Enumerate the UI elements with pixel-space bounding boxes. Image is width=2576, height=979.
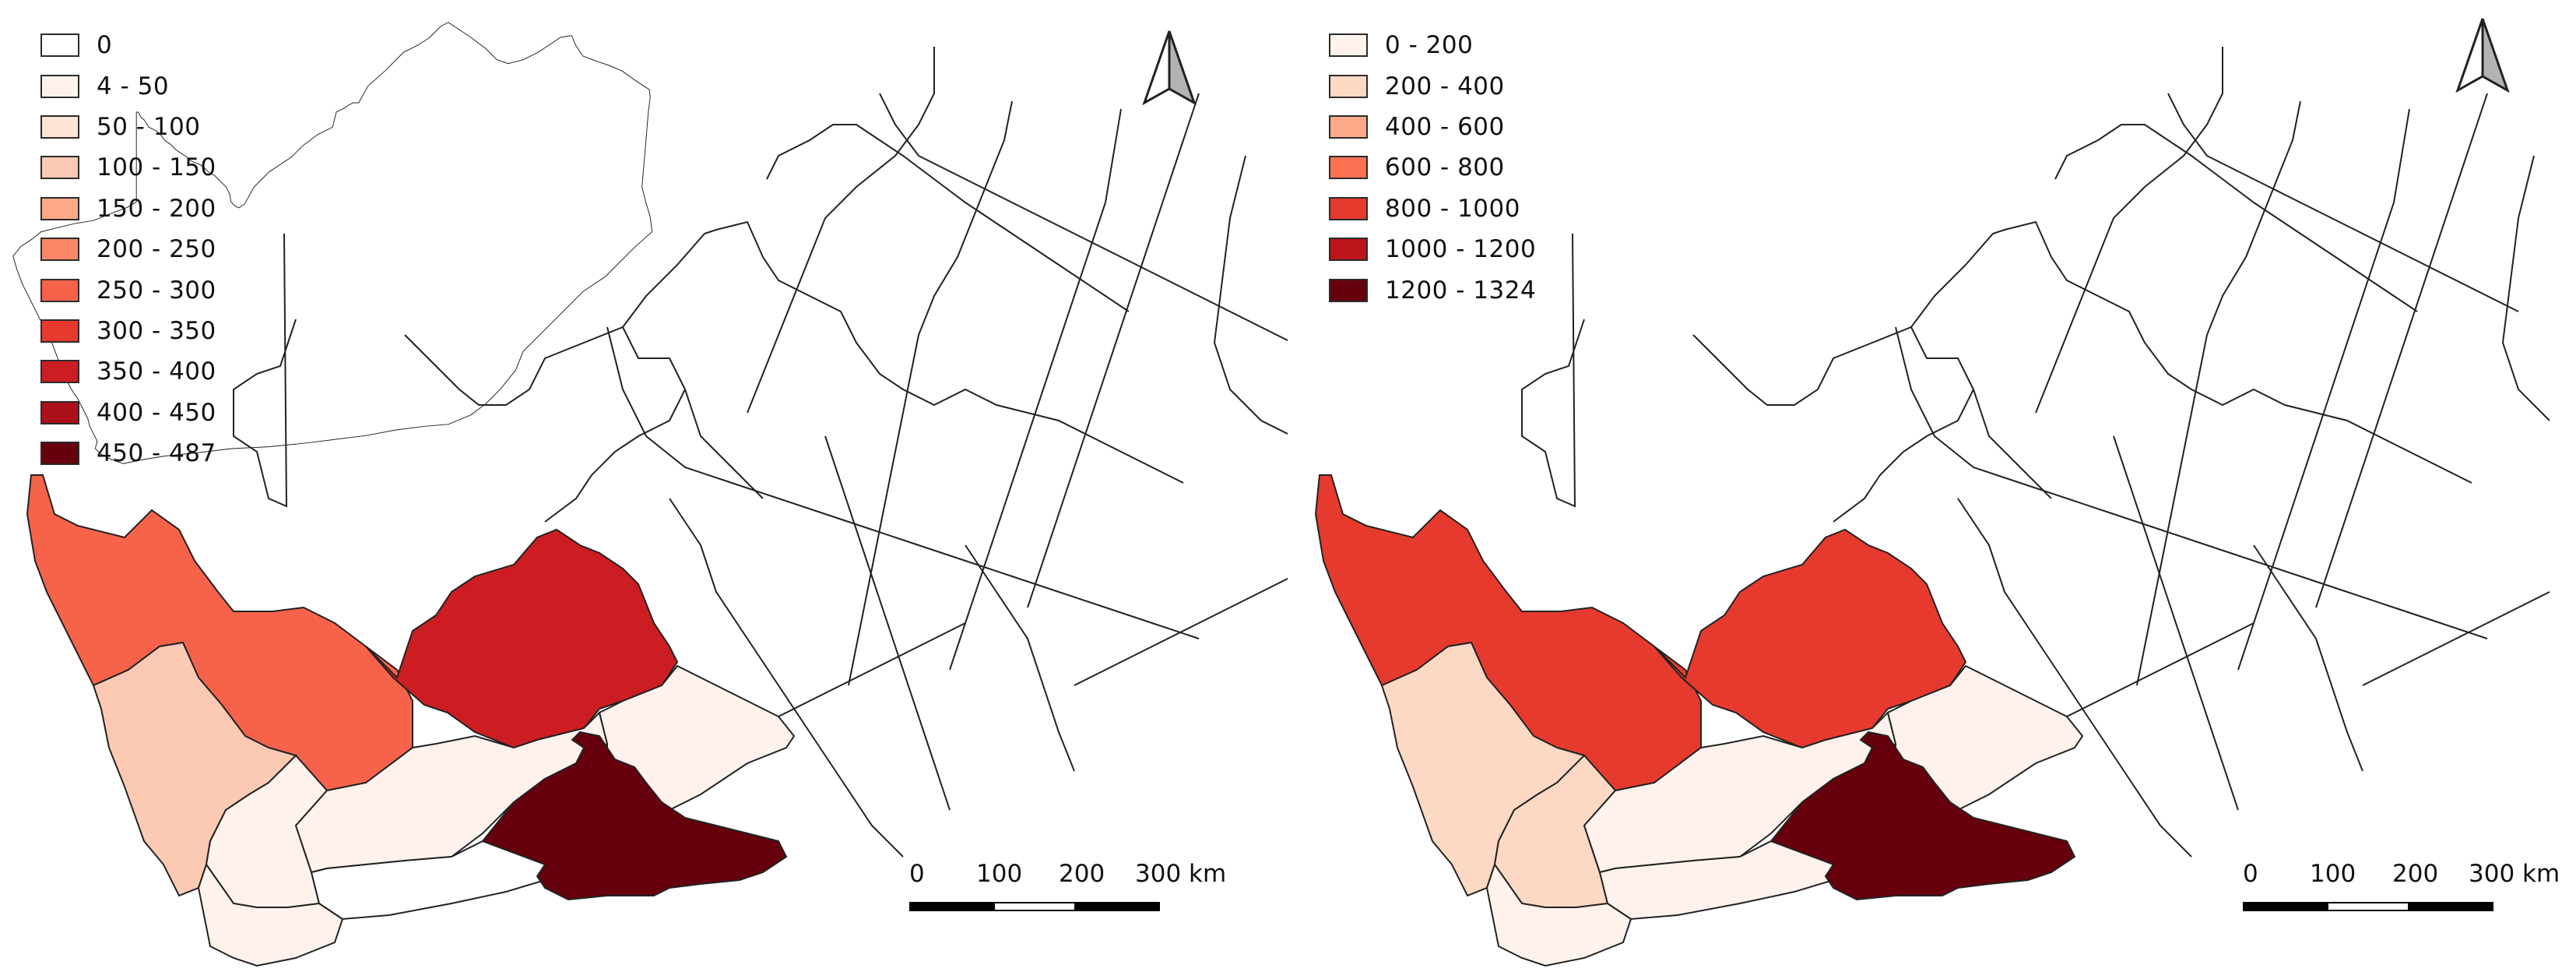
region-chris-hani bbox=[481, 731, 788, 901]
legend-item: 150 - 200 bbox=[40, 188, 216, 229]
region-pixley-ka-seme bbox=[1653, 528, 1967, 749]
legend-swatch bbox=[1329, 238, 1368, 262]
map-panel-right: 0 - 200 200 - 400 400 - 600 600 - 800 80… bbox=[1288, 0, 2576, 979]
north-arrow-icon bbox=[1142, 30, 1197, 106]
legend-swatch bbox=[40, 319, 79, 343]
legend-item: 400 - 450 bbox=[40, 393, 216, 433]
legend-swatch bbox=[1329, 278, 1368, 302]
legend-swatch bbox=[40, 238, 79, 262]
legend-label: 4 - 50 bbox=[97, 72, 170, 100]
legend-label: 1200 - 1324 bbox=[1385, 276, 1537, 305]
legend-item: 450 - 487 bbox=[40, 433, 216, 474]
scale-tick-label: 300 km bbox=[1135, 860, 1227, 888]
legend-swatch bbox=[1329, 156, 1368, 180]
legend-item: 100 - 150 bbox=[40, 147, 216, 188]
legend-swatch bbox=[40, 442, 79, 466]
region-chris-hani bbox=[1769, 731, 2076, 901]
legend-swatch bbox=[40, 74, 79, 98]
legend: 0 4 - 50 50 - 100 100 - 150 150 - 200 20… bbox=[40, 25, 216, 474]
legend-label: 1000 - 1200 bbox=[1385, 235, 1537, 264]
legend-label: 0 bbox=[97, 31, 113, 60]
choropleth-map bbox=[12, 22, 1288, 967]
legend-item: 0 bbox=[40, 25, 216, 65]
legend-item: 200 - 400 bbox=[1329, 65, 1536, 106]
legend-swatch bbox=[40, 33, 79, 58]
legend-item: 350 - 400 bbox=[40, 351, 216, 392]
legend-swatch bbox=[1329, 33, 1368, 58]
north-arrow-icon bbox=[2455, 18, 2510, 93]
legend-swatch bbox=[1329, 196, 1368, 220]
legend-label: 50 - 100 bbox=[97, 112, 201, 141]
legend-item: 300 - 350 bbox=[40, 311, 216, 351]
legend-label: 800 - 1000 bbox=[1385, 194, 1520, 223]
legend: 0 - 200 200 - 400 400 - 600 600 - 800 80… bbox=[1329, 25, 1536, 311]
legend-item: 400 - 600 bbox=[1329, 107, 1536, 147]
region-boundaries bbox=[233, 47, 1288, 858]
legend-swatch bbox=[1329, 114, 1368, 139]
country-outline bbox=[12, 22, 653, 464]
legend-swatch bbox=[40, 400, 79, 424]
legend-item: 200 - 250 bbox=[40, 229, 216, 269]
legend-label: 450 - 487 bbox=[97, 439, 216, 468]
scale-tick-label: 200 bbox=[2392, 860, 2439, 888]
scale-tick-label: 200 bbox=[1059, 860, 1105, 888]
legend-swatch bbox=[40, 360, 79, 384]
legend-label: 600 - 800 bbox=[1385, 153, 1505, 182]
legend-label: 0 - 200 bbox=[1385, 31, 1474, 60]
scale-tick-label: 100 bbox=[976, 860, 1023, 888]
legend-item: 0 - 200 bbox=[1329, 25, 1536, 65]
region-boundaries bbox=[1521, 47, 2550, 858]
choropleth-map bbox=[1314, 47, 2550, 967]
legend-swatch bbox=[40, 114, 79, 139]
legend-label: 250 - 300 bbox=[97, 276, 216, 305]
scale-bar: 0 100 200 300 km bbox=[909, 860, 1226, 914]
scale-tick-label: 300 km bbox=[2469, 860, 2560, 888]
legend-label: 400 - 450 bbox=[97, 398, 216, 427]
map-panel-left: 0 4 - 50 50 - 100 100 - 150 150 - 200 20… bbox=[12, 22, 1288, 967]
legend-label: 150 - 200 bbox=[97, 194, 216, 223]
scale-tick-label: 100 bbox=[2310, 860, 2356, 888]
legend-item: 4 - 50 bbox=[40, 65, 216, 106]
legend-item: 800 - 1000 bbox=[1329, 188, 1536, 229]
legend-label: 400 - 600 bbox=[1385, 112, 1505, 141]
legend-swatch bbox=[40, 156, 79, 180]
legend-label: 200 - 400 bbox=[1385, 72, 1505, 100]
legend-label: 200 - 250 bbox=[97, 235, 216, 264]
scale-bar-track bbox=[909, 902, 1160, 911]
legend-label: 350 - 400 bbox=[97, 357, 216, 386]
legend-item: 250 - 300 bbox=[40, 269, 216, 310]
scale-bar-track bbox=[2243, 902, 2493, 911]
legend-item: 600 - 800 bbox=[1329, 147, 1536, 188]
legend-item: 50 - 100 bbox=[40, 107, 216, 147]
legend-swatch bbox=[40, 196, 79, 220]
legend-item: 1200 - 1324 bbox=[1329, 269, 1536, 310]
region-pixley-ka-seme bbox=[365, 528, 679, 749]
scale-tick-label: 0 bbox=[2243, 860, 2258, 888]
legend-label: 300 - 350 bbox=[97, 316, 216, 345]
scale-tick-label: 0 bbox=[909, 860, 925, 888]
legend-label: 100 - 150 bbox=[97, 153, 216, 182]
scale-bar: 0 100 200 300 km bbox=[2243, 860, 2560, 914]
legend-item: 1000 - 1200 bbox=[1329, 229, 1536, 269]
legend-swatch bbox=[40, 278, 79, 302]
legend-swatch bbox=[1329, 74, 1368, 98]
